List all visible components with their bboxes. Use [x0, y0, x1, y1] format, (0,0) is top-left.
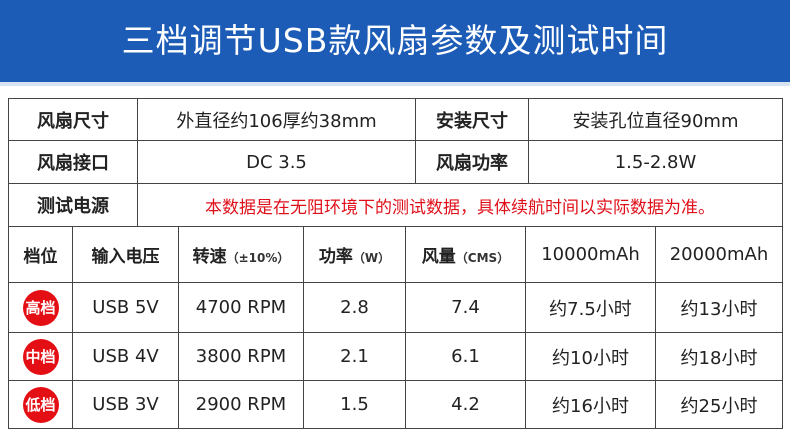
data-row: 高档 USB 5V 4700 RPM 2.8 7.4 约7.5小时 约13小时	[8, 282, 783, 333]
spec-value: 1.5-2.8W	[528, 140, 783, 184]
cell: 2900 RPM	[178, 380, 304, 429]
column-header: 输入电压	[72, 226, 179, 283]
cell: USB 4V	[72, 332, 179, 381]
spec-row: 风扇尺寸 外直径约106厚约38mm 安装尺寸 安装孔位直径90mm	[8, 98, 783, 141]
cell: 6.1	[405, 332, 526, 381]
column-header: 档位	[8, 226, 73, 283]
cell: 约18小时	[655, 332, 783, 381]
header-main: 输入电压	[91, 247, 160, 267]
spec-label: 风扇尺寸	[8, 98, 138, 141]
header-main: 风量	[421, 247, 456, 267]
cell: USB 5V	[72, 282, 179, 333]
cell: 约7.5小时	[525, 282, 656, 333]
level-cell: 低档	[8, 380, 73, 429]
cell: 约25小时	[655, 380, 783, 429]
cell: 1.5	[303, 380, 406, 429]
cell: USB 3V	[72, 380, 179, 429]
header-main: 档位	[23, 247, 58, 267]
column-header: 风量（CMS）	[405, 226, 526, 283]
cell: 2.8	[303, 282, 406, 333]
header-main: 10000mAh	[541, 244, 640, 265]
title: 三档调节USB款风扇参数及测试时间	[121, 21, 669, 60]
header-sub: （±10%）	[226, 251, 290, 265]
banner: 三档调节USB款风扇参数及测试时间	[0, 0, 790, 86]
header-main: 功率	[318, 247, 353, 267]
spec-row: 风扇接口 DC 3.5 风扇功率 1.5-2.8W	[8, 140, 783, 184]
spec-label: 风扇接口	[8, 140, 138, 184]
cell: 4700 RPM	[178, 282, 304, 333]
note: 本数据是在无阻环境下的测试数据，具体续航时间以实际数据为准。	[137, 183, 783, 227]
spec-value: 外直径约106厚约38mm	[137, 98, 416, 141]
header-sub: （W）	[352, 251, 391, 265]
header-main: 20000mAh	[669, 244, 769, 265]
column-header: 转速（±10%）	[178, 226, 304, 283]
cell: 2.1	[303, 332, 406, 381]
header-row: 档位 输入电压 转速（±10%） 功率（W） 风量（CMS） 10000mAh 20000m…	[8, 226, 783, 283]
level-badge: 高档	[22, 289, 59, 326]
cell: 约16小时	[525, 380, 656, 429]
level-badge: 低档	[22, 386, 59, 423]
column-header: 10000mAh	[525, 226, 656, 283]
spec-label: 安装尺寸	[415, 98, 529, 141]
spec-value: DC 3.5	[137, 140, 416, 184]
level-cell: 中档	[8, 332, 73, 381]
spec-label: 测试电源	[8, 183, 138, 227]
cell: 7.4	[405, 282, 526, 333]
spec-row: 测试电源 本数据是在无阻环境下的测试数据，具体续航时间以实际数据为准。	[8, 183, 783, 227]
header-main: 转速	[192, 247, 227, 267]
level-cell: 高档	[8, 282, 73, 333]
data-row: 中档 USB 4V 3800 RPM 2.1 6.1 约10小时 约18小时	[8, 332, 783, 381]
spec-value: 安装孔位直径90mm	[528, 98, 783, 141]
cell: 3800 RPM	[178, 332, 304, 381]
spec-table: 风扇尺寸 外直径约106厚约38mm 安装尺寸 安装孔位直径90mm 风扇接口 DC 3.…	[8, 98, 783, 227]
cell: 约13小时	[655, 282, 783, 333]
spec-label: 风扇功率	[415, 140, 529, 184]
column-header: 20000mAh	[655, 226, 783, 283]
header-sub: （CMS）	[455, 251, 510, 265]
cell: 4.2	[405, 380, 526, 429]
data-table: 档位 输入电压 转速（±10%） 功率（W） 风量（CMS） 10000mAh 20000m…	[8, 226, 783, 429]
level-badge: 中档	[22, 338, 59, 375]
cell: 约10小时	[525, 332, 656, 381]
data-row: 低档 USB 3V 2900 RPM 1.5 4.2 约16小时 约25小时	[8, 380, 783, 429]
column-header: 功率（W）	[303, 226, 406, 283]
